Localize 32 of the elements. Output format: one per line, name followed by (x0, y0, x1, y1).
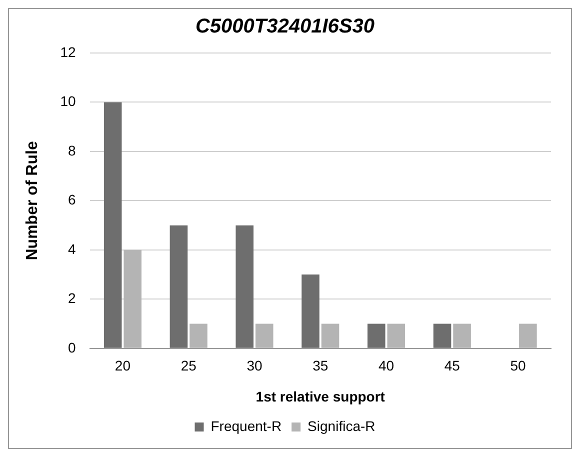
bar (236, 225, 254, 348)
x-tick-label: 45 (444, 358, 460, 374)
bar (104, 102, 122, 348)
x-axis-title: 1st relative support (256, 388, 386, 404)
bar (190, 324, 208, 348)
y-tick-label: 0 (68, 339, 76, 356)
bar (302, 274, 320, 348)
bar (124, 250, 142, 348)
x-tick-label: 50 (510, 358, 526, 374)
x-tick-label: 40 (378, 358, 394, 374)
y-tick-label: 6 (68, 192, 76, 208)
y-tick-label: 10 (60, 93, 76, 110)
bar (321, 324, 340, 348)
bar (433, 324, 452, 348)
chart-title: C5000T32401I6S30 (195, 16, 375, 38)
bar (170, 225, 188, 348)
x-tick-label: 25 (180, 358, 197, 374)
y-tick-label: 12 (60, 44, 76, 60)
bar (519, 324, 537, 348)
legend-label: Frequent-R (210, 418, 282, 434)
y-axis-title: Number of Rule (24, 141, 42, 260)
bar (255, 324, 274, 348)
x-tick-label: 20 (114, 358, 131, 374)
bar (387, 324, 406, 348)
bar (453, 324, 471, 348)
y-tick-label: 4 (68, 240, 76, 257)
legend-label: Significa-R (308, 418, 376, 434)
x-tick-label: 35 (312, 358, 328, 374)
y-tick-label: 2 (68, 290, 76, 306)
bar (368, 324, 386, 348)
y-tick-label: 8 (68, 142, 76, 158)
x-tick-label: 30 (246, 358, 262, 374)
